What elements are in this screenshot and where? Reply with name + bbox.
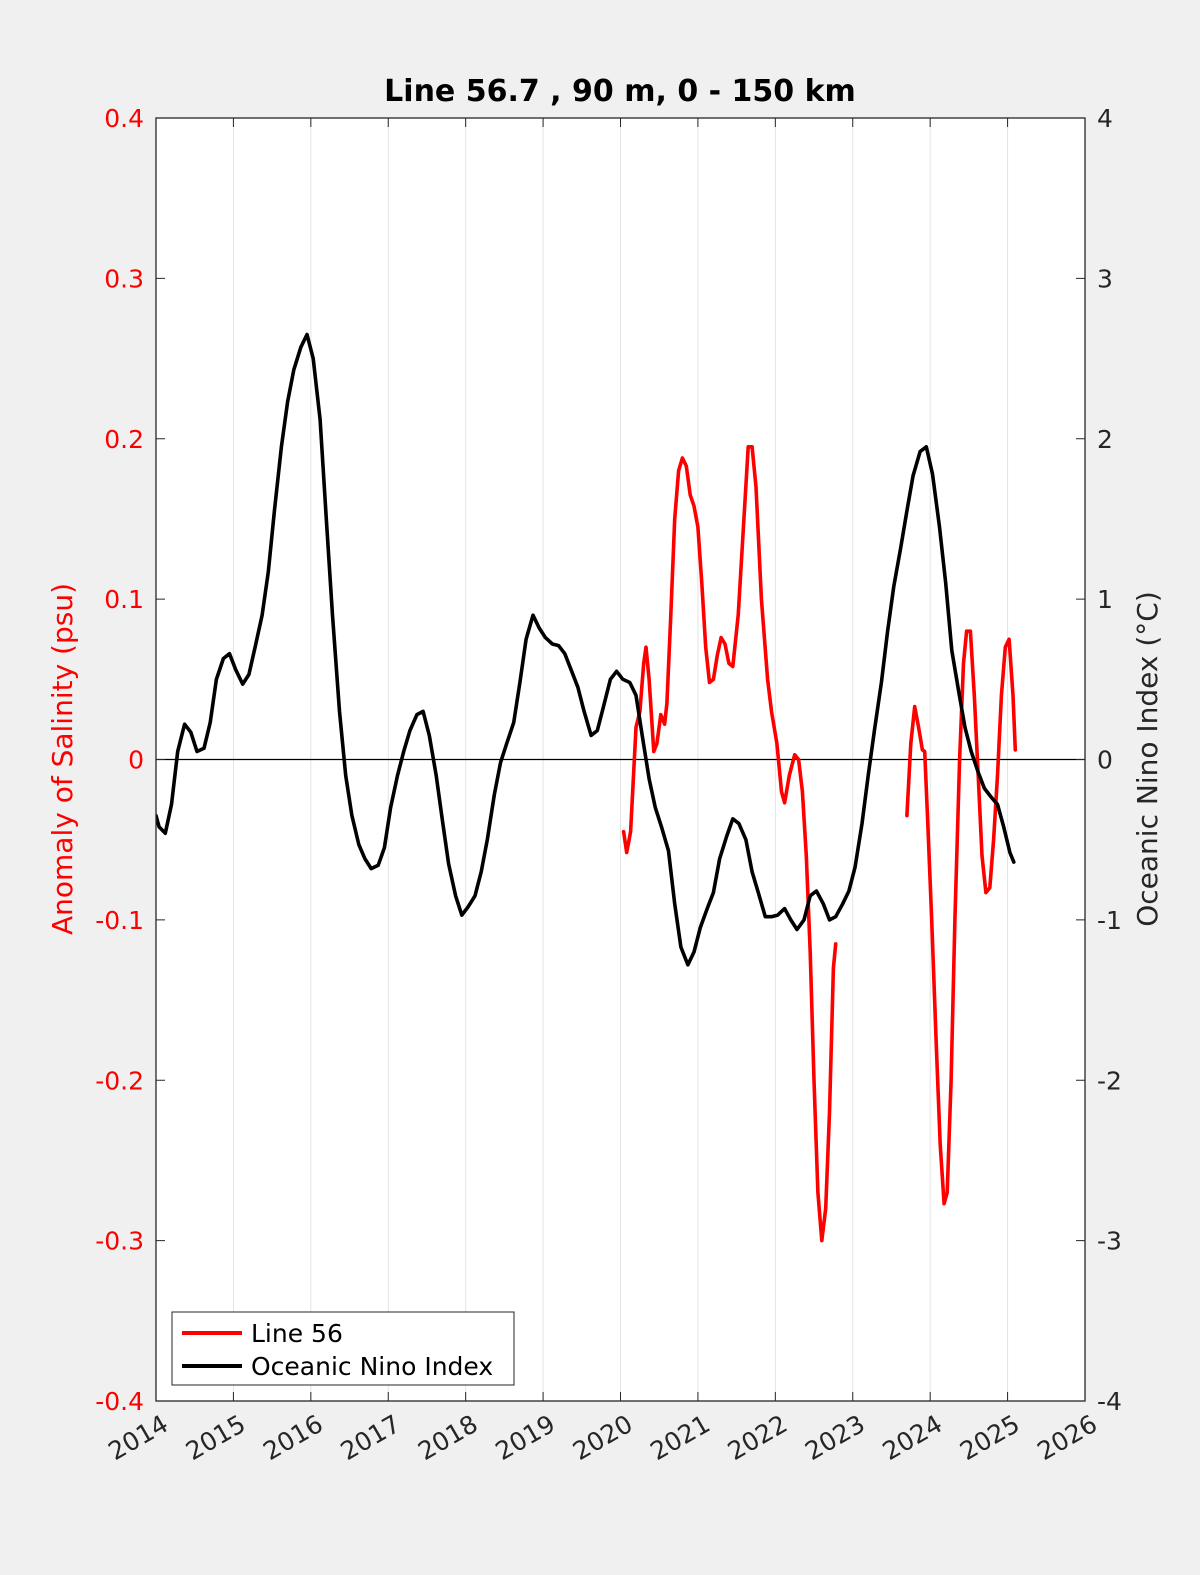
ticks-group <box>155 117 1086 1402</box>
chart-title: Line 56.7 , 90 m, 0 - 150 km <box>384 74 856 109</box>
y-left-tick-label: 0.1 <box>104 585 144 614</box>
y-right-tick-label: 3 <box>1097 264 1113 293</box>
series-oni-segment-0 <box>156 332 1016 967</box>
series-line-56-segment-0 <box>621 445 838 1243</box>
y-left-tick-label: 0.2 <box>104 425 144 454</box>
y-right-tick-label: 4 <box>1097 104 1113 133</box>
y-right-tick-label: 2 <box>1097 425 1113 454</box>
y-right-tick-label: -2 <box>1097 1066 1122 1095</box>
y-left-tick-label: -0.3 <box>95 1227 144 1256</box>
y-left-tick-label: -0.4 <box>95 1387 144 1416</box>
legend-label-oni: Oceanic Nino Index <box>251 1352 493 1381</box>
legend-label-line-56: Line 56 <box>251 1319 343 1348</box>
y-left-tick-label: -0.1 <box>95 906 144 935</box>
y-axis-right-label: Oceanic Nino Index (°C) <box>1131 591 1164 927</box>
y-left-tick-label: 0.3 <box>104 264 144 293</box>
legend-box <box>171 1311 515 1386</box>
series-group <box>156 332 1018 1243</box>
y-right-tick-label: 1 <box>1097 585 1113 614</box>
y-right-tick-label: -4 <box>1097 1387 1122 1416</box>
y-left-tick-label: 0 <box>128 746 144 775</box>
y-right-tick-label: 0 <box>1097 746 1113 775</box>
y-right-tick-label: -3 <box>1097 1227 1122 1256</box>
tick-labels-group: 2014 2015 2016 2017 2018 2019 2020 2021 2022 2023… <box>95 104 1122 1466</box>
y-axis-left-label: Anomaly of Salinity (psu) <box>46 583 79 935</box>
legend: Line 56 Oceanic Nino Index <box>171 1311 515 1386</box>
y-right-tick-label: -1 <box>1097 906 1122 935</box>
y-left-tick-label: 0.4 <box>104 104 144 133</box>
y-left-tick-label: -0.2 <box>95 1066 144 1095</box>
